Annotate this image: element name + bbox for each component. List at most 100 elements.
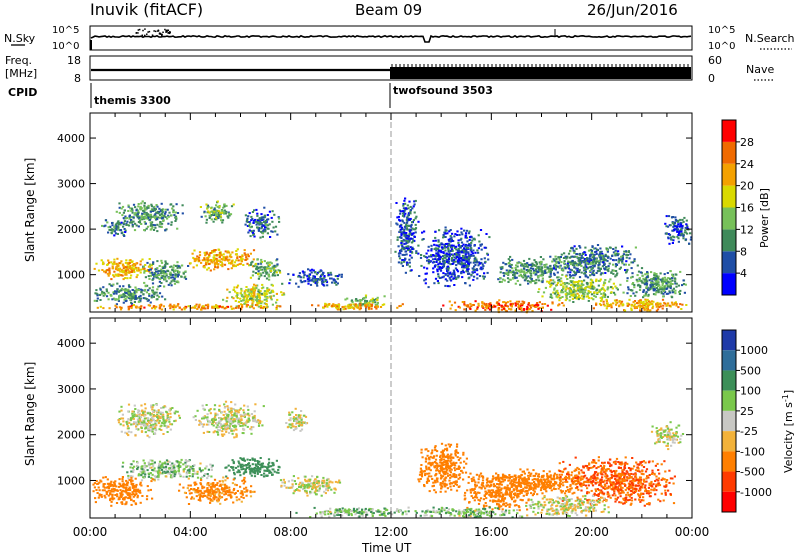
heatmap-cell [111,224,114,227]
heatmap-cell [250,426,253,429]
heatmap-cell [597,284,600,287]
heatmap-cell [437,251,440,254]
heatmap-cell [235,253,238,256]
heatmap-cell [522,259,526,262]
heatmap-cell [583,269,586,272]
heatmap-cell [435,244,438,247]
heatmap-cell [615,274,618,277]
heatmap-cell [147,299,150,302]
heatmap-cell [303,273,306,276]
heatmap-cell [244,422,247,425]
heatmap-cell [527,269,530,272]
heatmap-cell [247,299,250,302]
heatmap-cell [165,425,168,428]
heatmap-cell [449,240,452,243]
heatmap-cell [575,267,578,270]
heatmap-cell [403,230,406,233]
heatmap-cell [627,251,631,253]
heatmap-cell [584,271,587,273]
heatmap-cell [144,288,147,291]
heatmap-cell [509,271,512,274]
heatmap-cell [260,287,264,290]
heatmap-cell [451,239,454,242]
heatmap-cell [154,224,157,227]
heatmap-cell [662,292,665,295]
heatmap-cell [659,302,662,305]
heatmap-cell [193,249,196,252]
heatmap-cell [488,305,491,308]
heatmap-cell [473,260,476,262]
heatmap-cell [114,232,118,235]
heatmap-cell [133,292,136,295]
heatmap-cell [256,304,259,307]
heatmap-cell [212,212,215,215]
heatmap-cell [467,268,470,271]
heatmap-cell [244,223,247,226]
heatmap-cell [572,283,575,286]
heatmap-cell [412,219,415,222]
noise-search-point [142,29,144,32]
heatmap-cell [260,265,263,268]
heatmap-cell [223,263,227,266]
heatmap-cell [157,418,160,421]
heatmap-cell [114,290,117,293]
heatmap-cell [563,283,567,285]
heatmap-cell [479,243,482,246]
heatmap-cell [233,424,236,427]
heatmap-cell [470,250,473,253]
heatmap-cell [538,266,541,269]
heatmap-cell [155,428,158,431]
heatmap-cell [677,219,680,222]
cpid-segment-2: twofsound 3503 [393,84,493,97]
heatmap-cell [223,203,226,206]
heatmap-cell [152,423,155,426]
heatmap-cell [142,293,145,296]
heatmap-cell [576,267,579,270]
heatmap-cell [652,281,655,284]
heatmap-cell [402,212,405,215]
heatmap-cell [215,304,218,307]
heatmap-cell [255,295,258,298]
heatmap-cell [140,223,143,225]
heatmap-cell [671,291,674,294]
freq-panel-frame [89,55,693,81]
heatmap-cell [480,266,483,269]
heatmap-cell [126,220,129,223]
heatmap-cell [576,284,579,287]
heatmap-cell [149,418,153,421]
heatmap-cell [164,275,167,278]
heatmap-cell [203,258,206,261]
heatmap-cell [405,218,408,221]
heatmap-cell [112,274,115,277]
heatmap-cell [312,280,315,283]
heatmap-cell [113,230,116,233]
heatmap-cell [113,226,116,228]
heatmap-cell [216,259,219,262]
heatmap-cell [147,206,150,209]
heatmap-cell [104,219,108,222]
heatmap-cell [650,281,653,284]
heatmap-cell [143,424,146,427]
noise-search-point [135,32,138,34]
heatmap-cell [273,270,276,273]
noise-search-point [164,28,166,31]
heatmap-cell [317,304,320,307]
heatmap-cell [139,294,142,297]
heatmap-cell [133,415,136,418]
heatmap-cell [643,278,646,281]
heatmap-cell [564,288,567,291]
heatmap-cell [159,411,162,414]
heatmap-cell [131,415,134,417]
heatmap-cell [373,299,376,302]
heatmap-cell [245,256,248,259]
heatmap-cell [355,306,359,309]
heatmap-cell [551,301,554,304]
noise-left-tick-top: 10^5 [52,25,79,36]
heatmap-cell [321,280,324,283]
heatmap-cell [585,275,588,278]
heatmap-cell [668,290,671,293]
heatmap-cell [215,262,218,264]
heatmap-cell [425,272,428,275]
heatmap-cell [675,303,678,306]
heatmap-cell [168,408,171,411]
